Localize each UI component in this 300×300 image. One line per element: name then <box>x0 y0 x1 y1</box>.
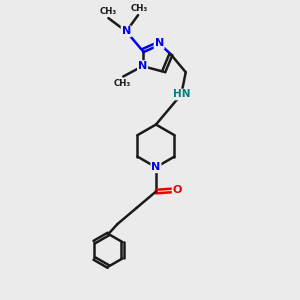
Text: CH₃: CH₃ <box>131 4 148 13</box>
Text: HN: HN <box>172 89 190 100</box>
Text: N: N <box>138 61 147 71</box>
Text: N: N <box>151 162 160 172</box>
Text: N: N <box>122 26 131 36</box>
Text: O: O <box>173 185 182 195</box>
Text: CH₃: CH₃ <box>100 7 117 16</box>
Text: CH₃: CH₃ <box>113 79 130 88</box>
Text: N: N <box>154 38 164 48</box>
